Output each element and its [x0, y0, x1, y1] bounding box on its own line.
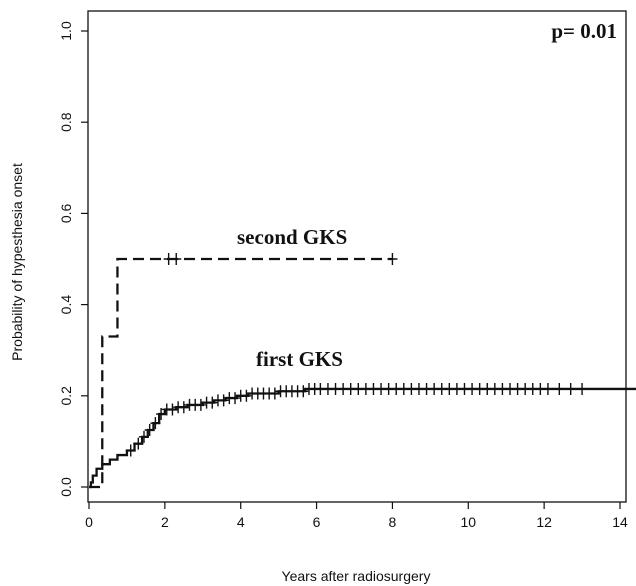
- censor-mark: [195, 398, 206, 411]
- censor-mark: [167, 403, 178, 416]
- series-group: [89, 253, 636, 489]
- x-tick-label: 8: [389, 514, 397, 530]
- p-value-annotation: p= 0.01: [551, 19, 617, 43]
- censor-mark: [207, 396, 218, 409]
- censor-mark: [387, 253, 398, 265]
- censor-mark: [230, 392, 241, 405]
- y-tick-label: 0.0: [58, 477, 74, 497]
- censor-mark: [298, 385, 309, 398]
- first-gks-label: first GKS: [256, 347, 343, 371]
- censor-mark: [577, 382, 588, 395]
- y-tick-label: 0.4: [58, 295, 74, 315]
- first-gks-curve: [89, 387, 636, 489]
- x-tick-label: 0: [85, 514, 93, 530]
- y-tick-label: 1.0: [58, 21, 74, 41]
- x-tick-label: 4: [237, 514, 245, 530]
- censor-mark: [144, 424, 155, 436]
- y-axis-title: Probability of hypesthesia onset: [9, 163, 25, 361]
- censor-mark: [156, 408, 167, 421]
- x-tick-label: 10: [460, 514, 476, 530]
- censor-mark: [178, 401, 189, 414]
- censor-mark: [171, 253, 182, 265]
- x-tick-label: 2: [161, 514, 169, 530]
- y-tick-label: 0.2: [58, 386, 74, 406]
- x-tick-label: 12: [536, 514, 552, 530]
- censor-mark: [241, 389, 252, 402]
- plot-frame: [87, 10, 627, 503]
- censor-mark: [269, 387, 280, 400]
- second-gks-label: second GKS: [237, 225, 347, 249]
- censor-mark: [218, 394, 229, 407]
- y-tick-label: 0.8: [58, 112, 74, 132]
- censor-mark: [554, 382, 565, 395]
- censor-mark: [125, 444, 136, 457]
- censor-mark: [133, 437, 144, 450]
- axes: 0 2 4 6 8 10 12 14 0.0 0.2 0.4 0.6 0.8 1.0: [58, 21, 628, 530]
- censor-mark: [150, 417, 161, 430]
- censor-mark: [565, 382, 576, 395]
- x-axis-title: Years after radiosurgery: [282, 568, 431, 584]
- x-tick-label: 14: [612, 514, 628, 530]
- x-tick-label: 6: [313, 514, 321, 530]
- censor-mark: [138, 430, 149, 443]
- second-gks-curve: [89, 257, 393, 489]
- censor-mark: [542, 382, 553, 395]
- y-tick-label: 0.6: [58, 203, 74, 223]
